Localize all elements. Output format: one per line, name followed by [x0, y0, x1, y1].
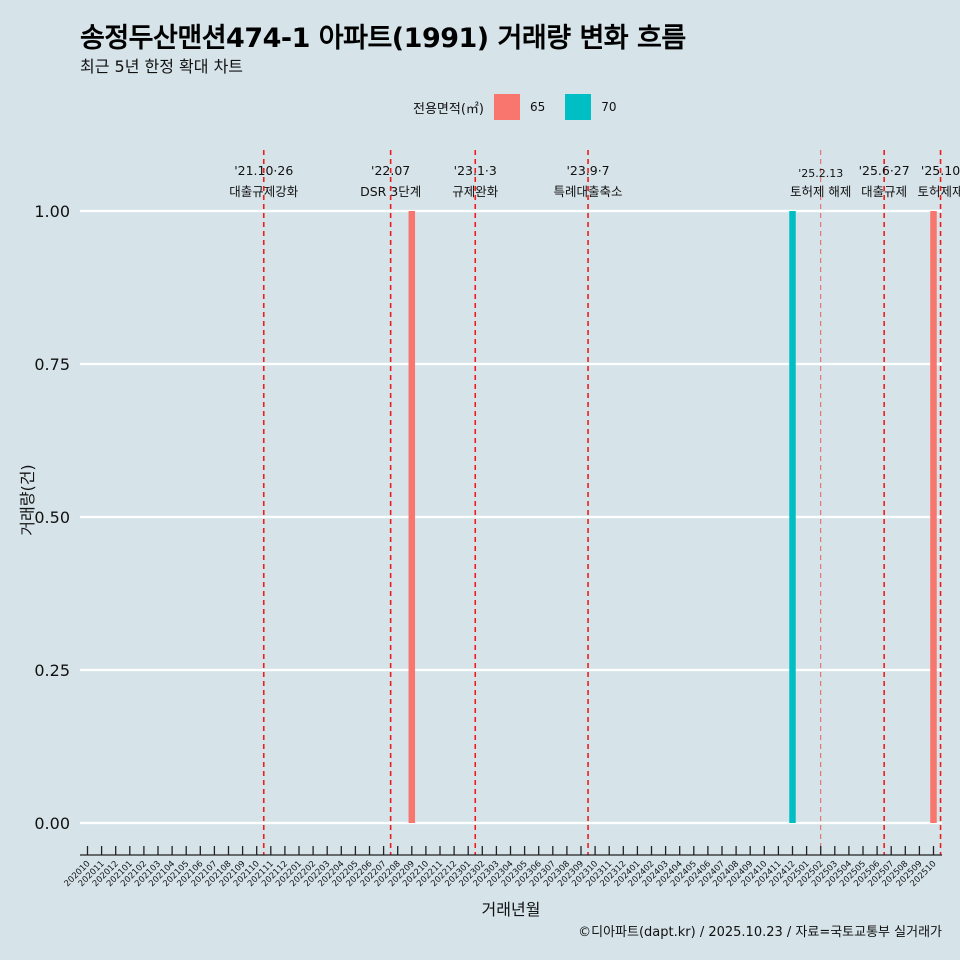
- event-label: DSR 3단계: [360, 184, 421, 199]
- gridlines: [80, 209, 942, 825]
- y-tick-label: 0.25: [34, 661, 70, 680]
- chart-title: 송정두산맨션474-1 아파트(1991) 거래량 변화 흐름: [80, 23, 686, 54]
- x-axis-label: 거래년월: [482, 900, 541, 919]
- legend: 전용면적(㎡) 65 70: [413, 93, 627, 121]
- bar-65-202209: [408, 211, 416, 823]
- event-date-label: '23.9·7: [566, 163, 609, 178]
- event-date-label: '21.10·26: [234, 163, 293, 178]
- x-axis: 2020102020112020122021012021022021032021…: [63, 846, 942, 889]
- event-date-label: '25.6·27: [859, 163, 910, 178]
- legend-label-65: 65: [529, 100, 546, 114]
- event-date-label: '22.07: [371, 163, 410, 178]
- y-tick-label: 0.75: [34, 355, 70, 374]
- y-tick-label: 0.00: [34, 814, 70, 833]
- event-label: 토허제 해제: [790, 184, 851, 199]
- event-date-label: '23.1·3: [454, 163, 497, 178]
- event-lines: '21.10·26 대출규제강화 '22.07 DSR 3단계 '23.1·3 규제완화 '…: [229, 150, 960, 855]
- legend-swatch-70: [565, 94, 592, 120]
- event-date-label: '25.10: [921, 163, 960, 178]
- y-tick-label: 0.50: [34, 508, 70, 527]
- source-caption: ©디아파트(dapt.kr) / 2025.10.23 / 자료=국토교통부 실…: [578, 925, 942, 940]
- bar-70-202412: [789, 211, 796, 823]
- event-label: 규제완화: [452, 184, 499, 199]
- event-label: 특례대출축소: [554, 184, 623, 199]
- legend-swatch-65: [493, 94, 520, 120]
- bars: [408, 211, 937, 823]
- bar-65-202510: [930, 211, 937, 823]
- event-label: 대출규제: [861, 184, 907, 199]
- legend-label-70: 70: [601, 100, 617, 114]
- y-axis: 0.00 0.25 0.50 0.75 1.00: [34, 202, 70, 833]
- event-label: 대출규제강화: [229, 184, 299, 199]
- y-axis-label: 거래량(건): [18, 464, 37, 535]
- chart-subtitle: 최근 5년 한정 확대 차트: [80, 57, 244, 76]
- event-label: 토허제재: [918, 184, 960, 199]
- event-date-label: '25.2.13: [798, 167, 843, 180]
- legend-title: 전용면적(㎡): [413, 101, 484, 117]
- y-tick-label: 1.00: [34, 202, 70, 221]
